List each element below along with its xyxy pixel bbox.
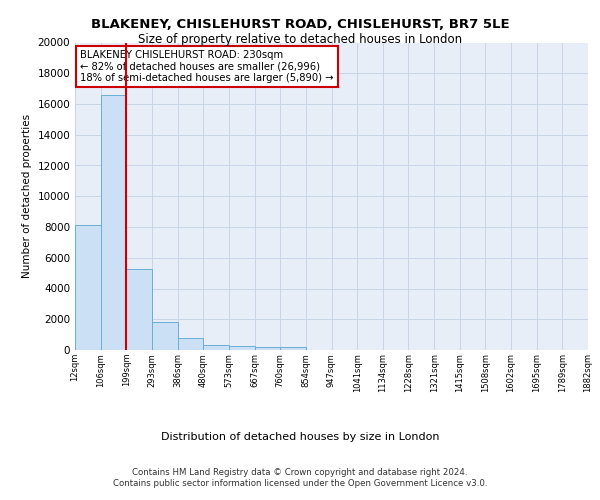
Bar <box>101 95 127 350</box>
Bar <box>254 347 280 350</box>
Bar <box>229 346 254 350</box>
Text: Contains HM Land Registry data © Crown copyright and database right 2024.
Contai: Contains HM Land Registry data © Crown c… <box>113 468 487 487</box>
Text: BLAKENEY CHISLEHURST ROAD: 230sqm
← 82% of detached houses are smaller (26,996)
: BLAKENEY CHISLEHURST ROAD: 230sqm ← 82% … <box>80 50 334 84</box>
Bar <box>178 338 203 350</box>
Y-axis label: Number of detached properties: Number of detached properties <box>22 114 32 278</box>
Text: BLAKENEY, CHISLEHURST ROAD, CHISLEHURST, BR7 5LE: BLAKENEY, CHISLEHURST ROAD, CHISLEHURST,… <box>91 18 509 30</box>
Text: Distribution of detached houses by size in London: Distribution of detached houses by size … <box>161 432 439 442</box>
Bar <box>280 347 306 350</box>
Text: Size of property relative to detached houses in London: Size of property relative to detached ho… <box>138 32 462 46</box>
Bar <box>75 226 101 350</box>
Bar <box>203 345 229 350</box>
Bar <box>152 322 178 350</box>
Bar <box>127 268 152 350</box>
